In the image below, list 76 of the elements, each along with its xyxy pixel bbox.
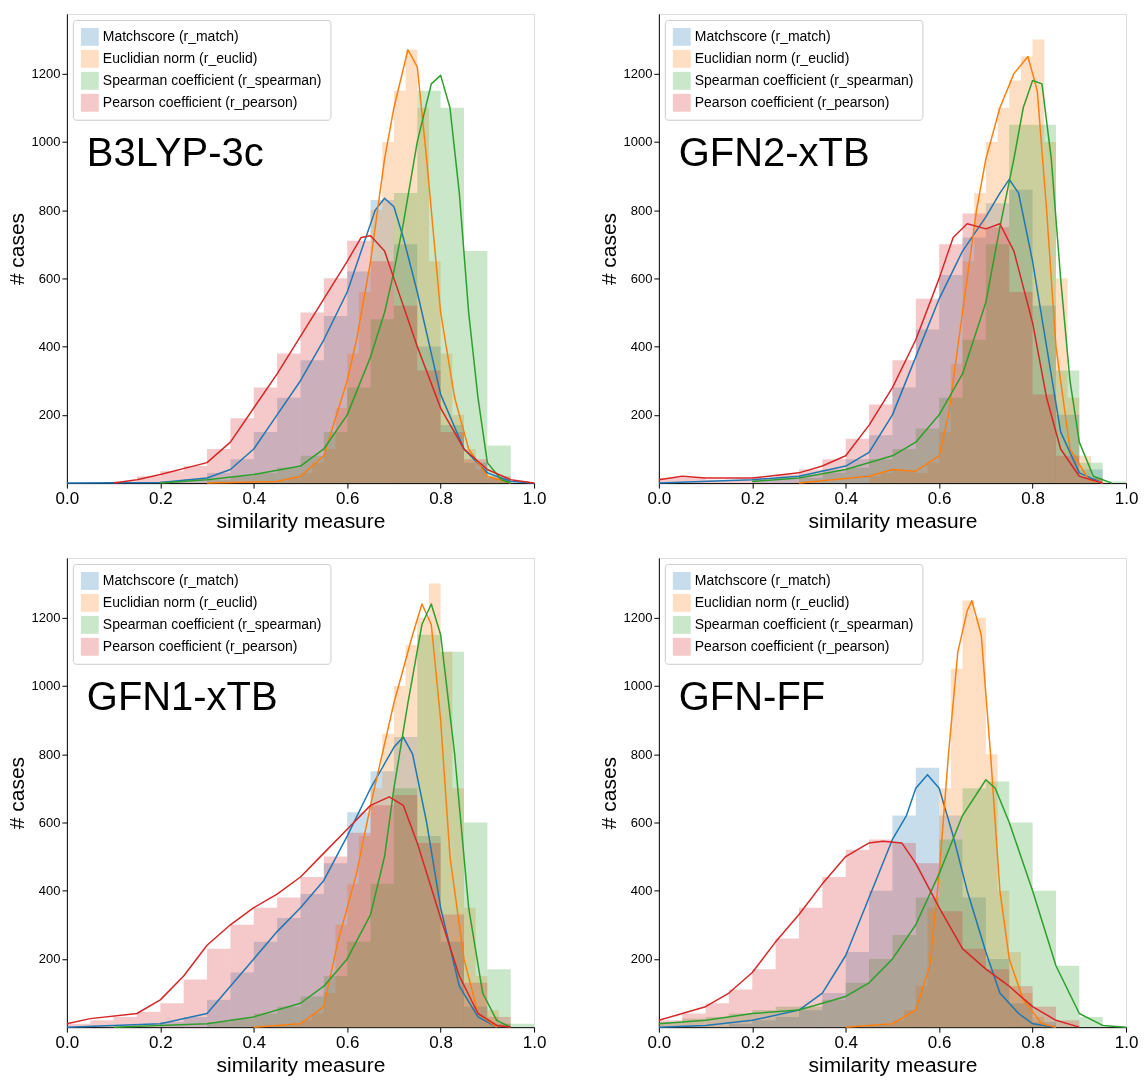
- legend-label: Matchscore (r_match): [102, 571, 239, 588]
- legend-label: Pearson coefficient (r_pearson): [694, 637, 890, 654]
- x-tick-label: 0.4: [834, 1032, 859, 1052]
- x-axis-title: similarity measure: [216, 508, 386, 532]
- x-tick-label: 0.0: [647, 488, 672, 508]
- x-axis-title: similarity measure: [808, 508, 978, 532]
- legend-label: Spearman coefficient (r_spearman): [694, 615, 914, 632]
- y-tick-label: 200: [38, 951, 61, 967]
- legend-label: Matchscore (r_match): [102, 27, 239, 44]
- legend-label: Matchscore (r_match): [694, 571, 831, 588]
- x-tick-label: 0.8: [429, 488, 453, 508]
- x-tick-label: 0.6: [927, 488, 952, 508]
- x-tick-label: 1.0: [522, 488, 547, 508]
- legend-label: Spearman coefficient (r_spearman): [102, 615, 322, 632]
- x-tick-label: 0.0: [55, 488, 80, 508]
- x-tick-label: 0.8: [1021, 1032, 1045, 1052]
- x-tick-label: 0.8: [429, 1032, 453, 1052]
- legend-label: Euclidian norm (r_euclid): [694, 593, 850, 610]
- y-tick-label: 800: [630, 202, 653, 218]
- text: GFN1-xTB: [86, 673, 278, 718]
- y-tick-label: 600: [630, 270, 653, 286]
- x-tick-label: 0.6: [335, 488, 360, 508]
- y-axis-title: # cases: [596, 756, 620, 830]
- y-tick-label: 400: [630, 883, 653, 899]
- y-axis-title: # cases: [4, 756, 28, 830]
- y-tick-label: 400: [630, 339, 653, 355]
- y-tick-label: 200: [630, 951, 653, 967]
- legend-label: Pearson coefficient (r_pearson): [102, 93, 298, 110]
- x-tick-label: 0.6: [927, 1032, 952, 1052]
- text: GFN2-xTB: [678, 129, 870, 174]
- legend-label: Pearson coefficient (r_pearson): [694, 93, 890, 110]
- legend-label: Euclidian norm (r_euclid): [102, 593, 258, 610]
- y-axis-title: # cases: [596, 212, 620, 286]
- y-tick-label: 1200: [623, 66, 653, 82]
- x-tick-label: 1.0: [1114, 488, 1139, 508]
- y-tick-label: 600: [38, 270, 61, 286]
- y-tick-label: 1000: [31, 134, 61, 150]
- legend-label: Euclidian norm (r_euclid): [694, 49, 850, 66]
- legend-label: Spearman coefficient (r_spearman): [102, 71, 322, 88]
- x-tick-label: 0.2: [740, 1032, 765, 1052]
- y-tick-label: 400: [38, 883, 61, 899]
- x-tick-label: 0.0: [647, 1032, 672, 1052]
- y-tick-label: 1200: [623, 610, 653, 626]
- y-tick-label: 600: [630, 814, 653, 830]
- x-tick-label: 0.2: [149, 488, 173, 508]
- x-tick-label: 1.0: [1114, 1032, 1139, 1052]
- legend-label: Spearman coefficient (r_spearman): [694, 71, 914, 88]
- x-tick-label: 0.2: [740, 488, 765, 508]
- text: GFN-FF: [678, 673, 826, 718]
- y-tick-label: 1200: [31, 610, 61, 626]
- x-tick-label: 0.6: [335, 1032, 360, 1052]
- x-tick-label: 1.0: [522, 1032, 547, 1052]
- x-tick-label: 0.4: [242, 488, 267, 508]
- x-tick-label: 0.2: [149, 1032, 173, 1052]
- x-tick-label: 0.8: [1021, 488, 1045, 508]
- legend-label: Pearson coefficient (r_pearson): [102, 637, 298, 654]
- y-tick-label: 400: [38, 339, 61, 355]
- y-tick-label: 1000: [31, 678, 61, 694]
- text: B3LYP-3c: [86, 129, 264, 174]
- y-tick-label: 200: [630, 407, 653, 423]
- y-tick-label: 1200: [31, 66, 61, 82]
- y-tick-label: 1000: [623, 678, 653, 694]
- legend-label: Matchscore (r_match): [694, 27, 831, 44]
- y-tick-label: 600: [38, 814, 61, 830]
- legend-label: Euclidian norm (r_euclid): [102, 49, 258, 66]
- x-axis-title: similarity measure: [216, 1052, 386, 1076]
- x-tick-label: 0.0: [55, 1032, 80, 1052]
- y-tick-label: 800: [630, 746, 653, 762]
- y-axis-title: # cases: [4, 212, 28, 286]
- y-tick-label: 1000: [623, 134, 653, 150]
- x-tick-label: 0.4: [242, 1032, 267, 1052]
- x-tick-label: 0.4: [834, 488, 859, 508]
- x-axis-title: similarity measure: [808, 1052, 978, 1076]
- y-tick-label: 200: [38, 407, 61, 423]
- y-tick-label: 800: [38, 746, 61, 762]
- y-tick-label: 800: [38, 202, 61, 218]
